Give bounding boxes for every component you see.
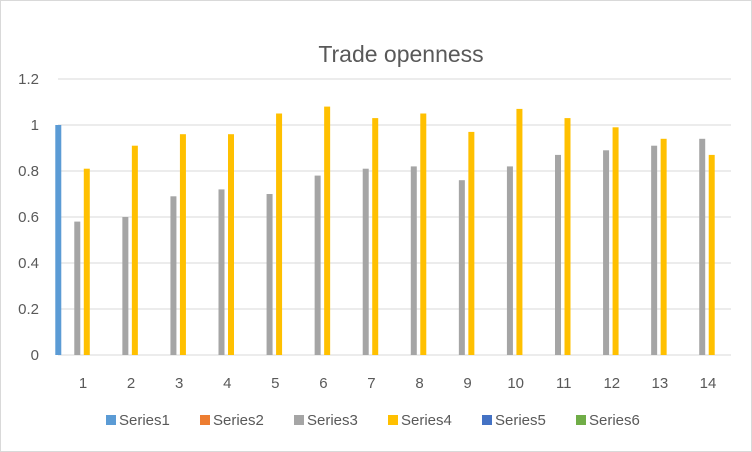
y-tick-label: 0 [31,347,39,364]
bars [55,106,715,356]
y-tick-label: 0.4 [18,255,39,272]
legend-swatch [388,415,398,425]
bar-series4-11 [564,118,571,355]
y-tick-label: 1.2 [18,71,39,88]
bar-series4-10 [516,108,523,356]
bar-series4-4 [228,134,234,355]
x-axis-ticks: 1 2 3 4 5 6 7 8 9 10 11 12 13 14 [79,375,716,392]
bar-series4-2 [131,145,138,355]
bar-series3-10 [506,166,513,355]
legend-label: Series6 [589,412,640,429]
x-tick-label: 13 [652,375,669,392]
legend-label: Series1 [119,412,170,429]
bar-series4-14 [708,154,715,355]
gridlines [58,78,731,356]
bar-series3-9 [458,180,465,355]
legend-swatch [200,415,210,425]
x-tick-label: 7 [367,375,375,392]
bar-series4-1 [83,168,90,355]
y-tick-label: 0.2 [18,301,39,318]
x-tick-label: 9 [463,375,471,392]
x-tick-label: 4 [223,375,231,392]
bar-series4-7 [372,118,379,355]
bar-series1-1 [55,125,62,355]
y-tick-label: 0.6 [18,209,39,226]
y-tick-label: 1 [31,117,39,134]
bar-series4-6 [324,106,331,355]
bar-series3-13 [651,145,658,355]
x-tick-label: 1 [79,375,87,392]
bar-series3-2 [122,217,129,355]
legend: Series1 Series2 Series3 Series4 Series5 Serie… [106,412,640,429]
bar-series4-9 [468,131,475,355]
x-tick-label: 11 [556,375,572,392]
x-tick-label: 6 [319,375,327,392]
x-tick-label: 10 [507,375,524,392]
legend-label: Series3 [307,412,358,429]
legend-swatch [294,415,304,425]
legend-swatch [576,415,586,425]
bar-series3-1 [74,221,81,355]
legend-swatch [482,415,492,425]
y-tick-label: 0.8 [18,163,39,180]
bar-series3-5 [266,194,273,355]
legend-label: Series4 [401,412,452,429]
legend-label: Series5 [495,412,546,429]
bar-series3-3 [170,196,177,355]
bar-series3-6 [314,175,321,355]
bar-series3-14 [699,138,706,355]
bar-series3-11 [555,154,561,355]
bar-series4-12 [612,127,619,355]
bar-series3-8 [410,166,417,355]
x-tick-label: 14 [700,375,717,392]
bar-series4-13 [660,138,667,355]
legend-swatch [106,415,116,425]
bar-series3-12 [603,150,610,355]
bar-series4-5 [276,113,283,355]
bar-series3-4 [218,189,225,355]
y-axis-ticks: 0 0.2 0.4 0.6 0.8 1 1.2 [18,71,39,364]
chart-title: Trade openness [318,41,483,67]
legend-label: Series2 [213,412,264,429]
bar-series4-3 [179,134,186,355]
x-tick-label: 2 [127,375,135,392]
bar-series4-8 [420,113,427,355]
x-tick-label: 5 [271,375,279,392]
x-tick-label: 3 [175,375,183,392]
bar-series3-7 [362,168,369,355]
x-tick-label: 12 [603,375,620,392]
x-tick-label: 8 [415,375,423,392]
